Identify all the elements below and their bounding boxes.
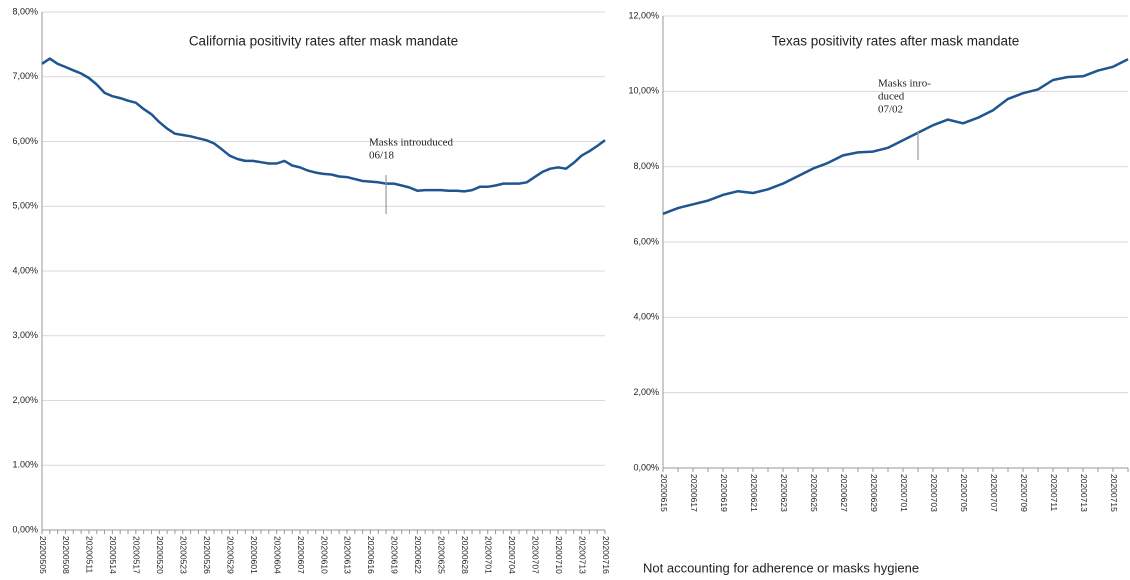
x-tick-label: 20200703 — [929, 474, 939, 512]
x-tick-label: 20200520 — [155, 536, 165, 574]
x-tick-label: 20200526 — [202, 536, 212, 574]
y-tick-label: 7,00% — [12, 71, 38, 81]
y-tick-label: 2,00% — [12, 395, 38, 405]
x-tick-label: 20200619 — [719, 474, 729, 512]
x-tick-label: 20200707 — [530, 536, 540, 574]
x-tick-label: 20200610 — [319, 536, 329, 574]
x-tick-label: 20200623 — [779, 474, 789, 512]
x-tick-label: 20200711 — [1049, 474, 1059, 511]
x-tick-label: 20200508 — [61, 536, 71, 574]
annotation: Masks inro- — [878, 78, 931, 90]
x-tick-label: 20200617 — [689, 474, 699, 512]
x-tick-label: 20200715 — [1109, 474, 1119, 512]
x-tick-label: 20200625 — [437, 536, 447, 574]
y-tick-label: 6,00% — [633, 236, 659, 246]
y-tick-label: 0,00% — [633, 462, 659, 472]
x-tick-label: 20200627 — [839, 474, 849, 512]
x-tick-label: 20200704 — [507, 536, 517, 574]
data-line — [41, 57, 606, 193]
y-tick-label: 2,00% — [633, 387, 659, 397]
x-tick-label: 20200601 — [249, 536, 259, 574]
data-line — [662, 58, 1129, 215]
annotation: 06/18 — [369, 150, 395, 162]
x-tick-label: 20200716 — [601, 536, 611, 574]
x-tick-label: 20200705 — [959, 474, 969, 512]
y-tick-label: 4,00% — [12, 265, 38, 275]
annotation: duced — [878, 91, 905, 103]
x-tick-label: 20200621 — [749, 474, 759, 512]
x-tick-label: 20200619 — [390, 536, 400, 574]
x-tick-label: 20200505 — [38, 536, 48, 574]
x-tick-label: 20200709 — [1019, 474, 1029, 512]
x-tick-label: 20200615 — [659, 474, 669, 512]
x-tick-label: 20200523 — [179, 536, 189, 574]
x-tick-label: 20200613 — [343, 536, 353, 574]
y-tick-label: 5,00% — [12, 201, 38, 211]
annotation: 07/02 — [878, 104, 903, 116]
y-tick-label: 6,00% — [12, 136, 38, 146]
annotation: Masks introuduced — [369, 137, 454, 149]
y-tick-label: 8,00% — [12, 6, 38, 16]
x-tick-label: 20200625 — [809, 474, 819, 512]
x-tick-label: 20200713 — [577, 536, 587, 574]
x-tick-label: 20200710 — [554, 536, 564, 574]
x-tick-label: 20200529 — [225, 536, 235, 574]
x-tick-label: 20200511 — [85, 536, 95, 573]
x-tick-label: 20200713 — [1079, 474, 1089, 512]
y-tick-label: 1.00% — [12, 460, 38, 470]
x-tick-label: 20200701 — [899, 474, 909, 512]
x-tick-label: 20200628 — [460, 536, 470, 574]
chart-title: California positivity rates after mask m… — [189, 34, 458, 49]
x-tick-label: 20200514 — [108, 536, 118, 574]
x-tick-label: 20200616 — [366, 536, 376, 574]
footnote: Not accounting for adherence or masks hy… — [643, 560, 919, 575]
y-tick-label: 10,00% — [628, 86, 659, 96]
x-tick-label: 20200707 — [989, 474, 999, 512]
y-tick-label: 12,00% — [628, 10, 659, 20]
chart-title: Texas positivity rates after mask mandat… — [772, 34, 1020, 49]
x-tick-label: 20200629 — [869, 474, 879, 512]
x-tick-label: 20200701 — [483, 536, 493, 574]
y-tick-label: 4,00% — [633, 312, 659, 322]
x-tick-label: 20200622 — [413, 536, 423, 574]
y-tick-label: 0,00% — [12, 524, 38, 534]
y-tick-label: 8,00% — [633, 161, 659, 171]
x-tick-label: 20200517 — [132, 536, 142, 574]
y-tick-label: 3,00% — [12, 330, 38, 340]
x-tick-label: 20200607 — [296, 536, 306, 574]
x-tick-label: 20200604 — [272, 536, 282, 574]
